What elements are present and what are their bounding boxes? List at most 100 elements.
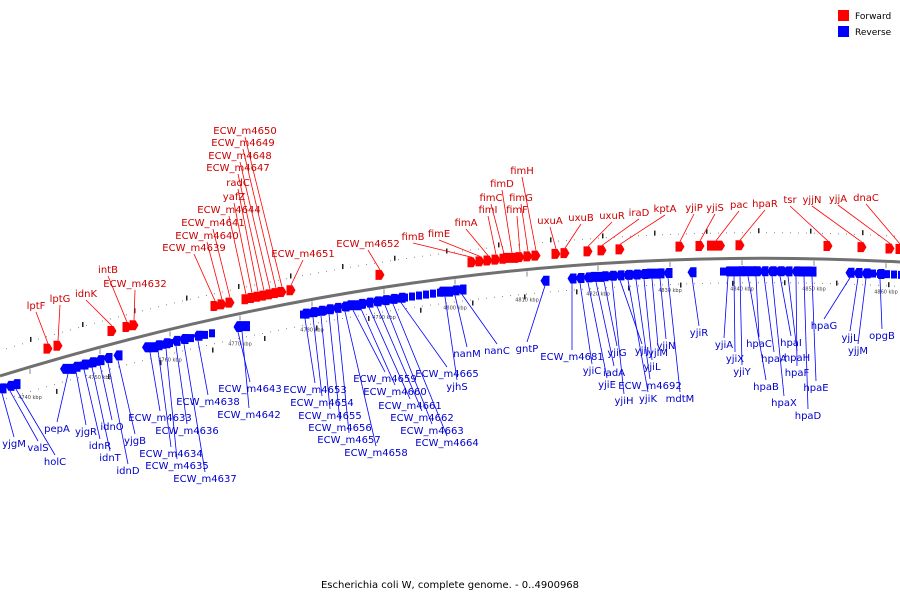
- ref-dot: [14, 395, 15, 397]
- gene-label-yjjm: yjjM: [848, 346, 868, 357]
- ref-dot: [614, 286, 615, 288]
- label-leader: [516, 215, 521, 253]
- gene-label-uxub: uxuB: [568, 213, 594, 224]
- label-leader: [763, 276, 775, 353]
- gene-tsr: [823, 241, 833, 252]
- gene-block: [734, 267, 740, 276]
- gene-yjir: [687, 267, 697, 278]
- ref-dot: [470, 249, 471, 251]
- ref-dot: [102, 320, 103, 322]
- ref-dot: [662, 234, 663, 236]
- gene-yjin: [655, 268, 665, 279]
- label-leader: [91, 367, 111, 452]
- gene-label-fimi: fimI: [479, 205, 498, 216]
- label-leader: [75, 371, 87, 426]
- ref-dot: [398, 309, 399, 311]
- gene-label-idnd: idnD: [116, 466, 139, 477]
- label-leader: [501, 189, 513, 253]
- ref-dot: [534, 292, 535, 294]
- gene-label-lptf: lptF: [27, 301, 46, 312]
- ref-dot: [430, 304, 431, 306]
- gene-label-ecw-m4653: ECW_m4653: [283, 385, 346, 396]
- gene-label-yjgm: yjgM: [2, 439, 26, 450]
- ref-dot: [782, 282, 783, 284]
- ref-dot: [374, 312, 375, 314]
- gene-label-ecw-m4641: ECW_m4641: [181, 218, 244, 229]
- gene-block: [356, 300, 362, 309]
- ref-dot: [830, 283, 831, 285]
- gene-yjja: [885, 243, 895, 254]
- label-leader: [771, 276, 785, 397]
- gene-block: [300, 310, 306, 319]
- ref-dot: [214, 293, 215, 295]
- gene-block: [611, 271, 617, 280]
- ref-dot: [366, 264, 367, 266]
- ref-dot: [142, 360, 143, 362]
- gene-block: [891, 270, 897, 279]
- label-leader: [879, 278, 883, 330]
- gene-block: [195, 332, 201, 341]
- ref-dot: [374, 262, 375, 264]
- gene-ecw-m4641: [225, 297, 235, 308]
- label-leader: [521, 176, 537, 251]
- gene-fimi: [491, 254, 501, 265]
- gene-block: [381, 296, 387, 305]
- label-leader: [691, 277, 700, 327]
- gene-hpad: [796, 266, 812, 277]
- gene-label-dnac: dnaC: [853, 193, 879, 204]
- ref-dot: [126, 314, 127, 316]
- ref-dot: [254, 334, 255, 336]
- gene-label-hpaf: hpaF: [785, 368, 810, 379]
- label-leader: [56, 373, 69, 423]
- gene-block: [776, 267, 782, 276]
- ref-dot: [838, 233, 839, 235]
- ref-dot: [510, 295, 511, 297]
- ref-dot: [718, 282, 719, 284]
- label-leader: [587, 282, 608, 379]
- gene-block: [395, 294, 401, 303]
- ref-dot: [6, 348, 7, 350]
- gene-fima: [483, 255, 493, 266]
- ref-dot: [742, 282, 743, 284]
- ref-dot: [574, 239, 575, 241]
- gene-block: [94, 357, 100, 366]
- gene-label-ecw-m4649: ECW_m4649: [211, 138, 274, 149]
- gene-ecw-m4632: [129, 320, 139, 331]
- gene-ecw-m4681: [567, 273, 577, 284]
- ref-dot: [446, 302, 447, 304]
- ref-dot: [782, 232, 783, 234]
- ref-dot: [862, 284, 863, 286]
- ref-dash: [498, 242, 500, 248]
- ref-dot: [326, 270, 327, 272]
- label-leader: [849, 277, 859, 332]
- ref-dot: [414, 256, 415, 258]
- gene-ecw-m4650: [277, 286, 287, 297]
- ref-dot: [110, 318, 111, 320]
- gene-label-ecw-m4636: ECW_m4636: [155, 426, 218, 437]
- ref-dash: [472, 300, 474, 306]
- ref-dot: [830, 233, 831, 235]
- gene-label-ecw-m4647: ECW_m4647: [206, 163, 269, 174]
- ref-dot: [70, 379, 71, 381]
- ref-dot: [558, 290, 559, 292]
- ref-dot: [526, 293, 527, 295]
- ref-dot: [254, 284, 255, 286]
- gene-label-ecw-m4635: ECW_m4635: [145, 461, 208, 472]
- gene-kpta: [615, 244, 625, 255]
- gene-block: [884, 270, 890, 279]
- ref-dot: [86, 374, 87, 376]
- gene-label-yjix: yjiX: [726, 354, 744, 365]
- ref-dot: [518, 244, 519, 246]
- ref-dot: [558, 240, 559, 242]
- ref-dash: [30, 336, 32, 342]
- gene-label-idnr: idnR: [89, 441, 111, 452]
- label-leader: [400, 302, 448, 368]
- gene-block: [409, 292, 415, 301]
- gene-ecw-m4640: [217, 299, 227, 310]
- gene-label-ecw-m4664: ECW_m4664: [415, 438, 478, 449]
- ref-dot: [806, 232, 807, 234]
- ref-dash: [888, 282, 890, 288]
- gene-label-ecw-m4658: ECW_m4658: [344, 448, 407, 459]
- scale-tick-label: 4830 kbp: [658, 288, 682, 294]
- ref-dot: [126, 364, 127, 366]
